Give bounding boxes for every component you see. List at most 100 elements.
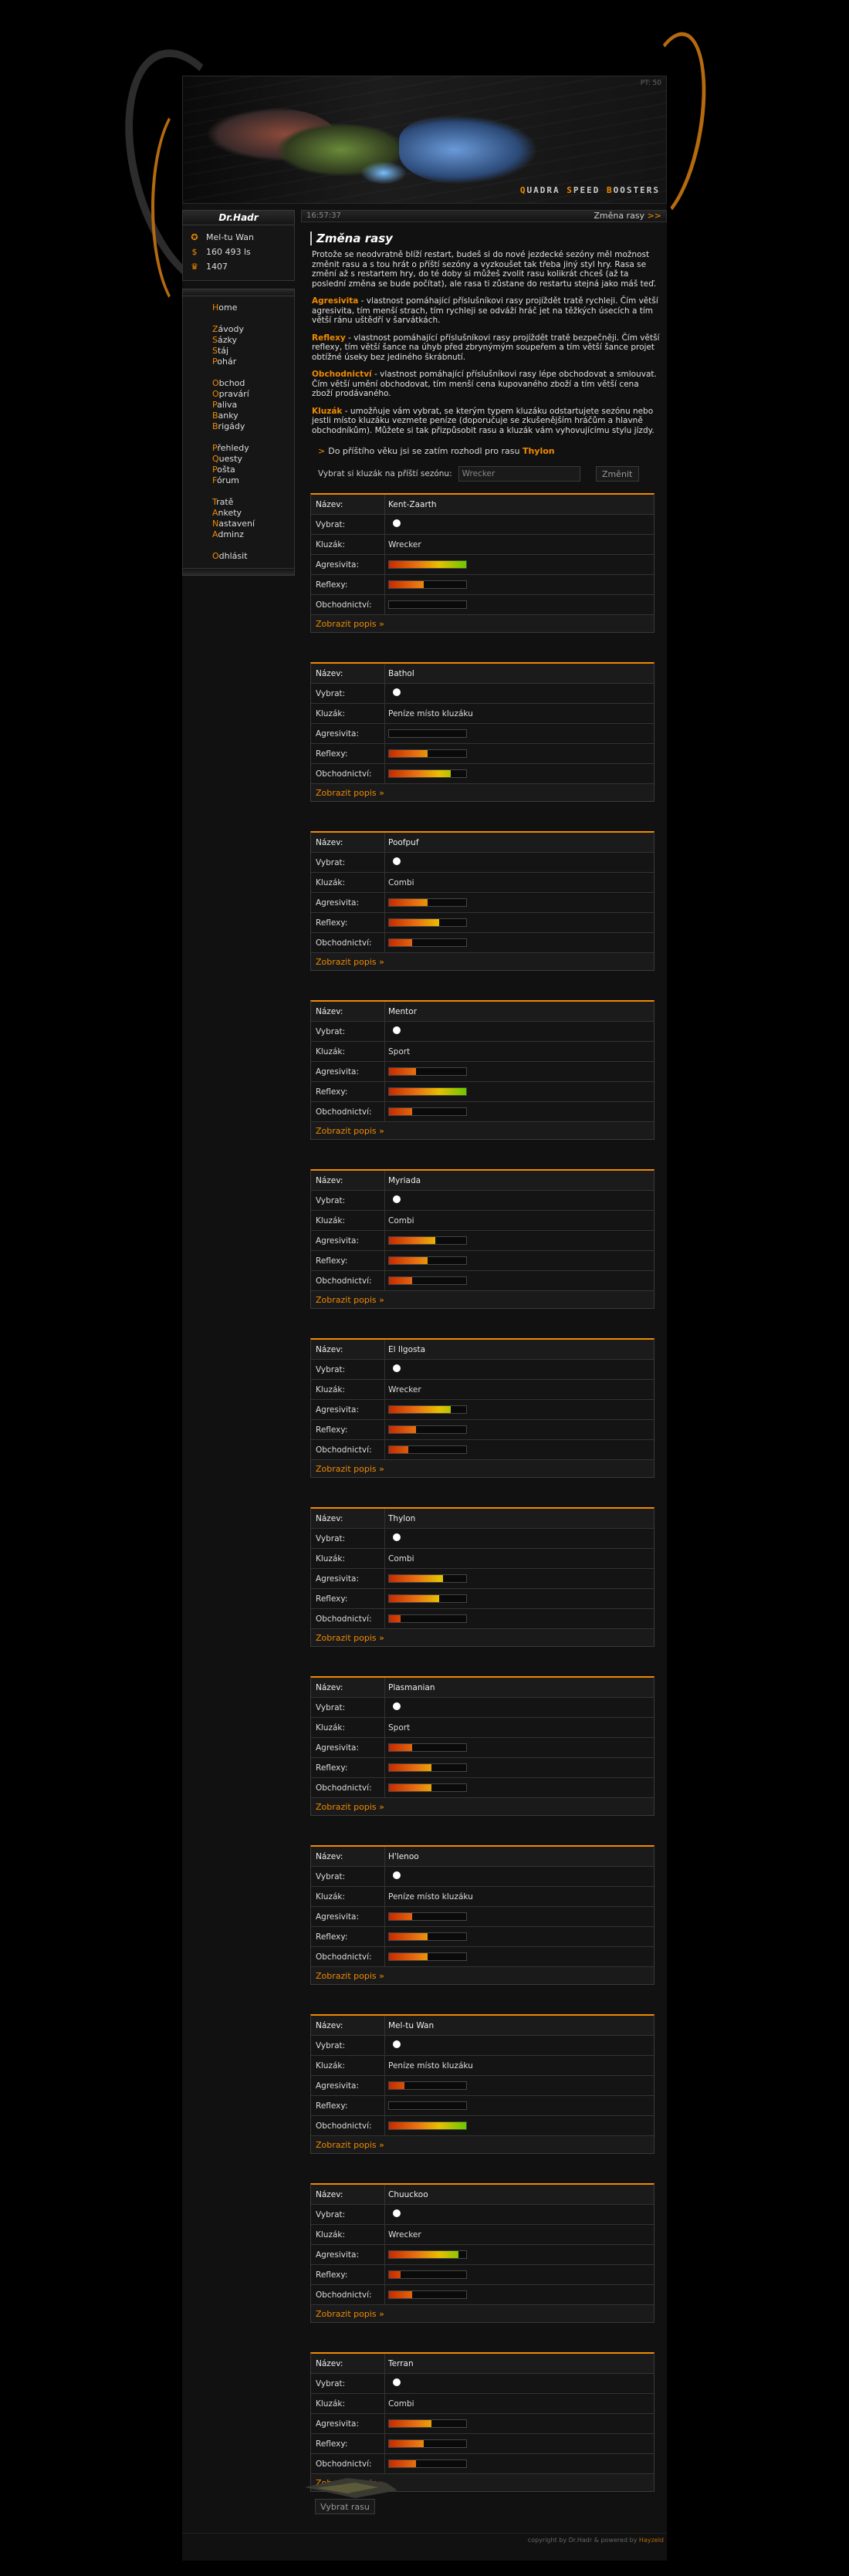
stat-bar <box>388 2081 467 2090</box>
race-radio[interactable] <box>393 2378 401 2386</box>
stat-bar <box>388 560 467 569</box>
nav-item[interactable]: Adminz <box>212 529 244 539</box>
stat-bar-fill <box>389 2251 458 2258</box>
show-description-link[interactable]: Zobrazit popis » <box>316 788 384 798</box>
race-row: Kluzák: Wrecker <box>311 535 654 555</box>
race-row: Agresivita: <box>311 1569 654 1589</box>
show-description-link[interactable]: Zobrazit popis » <box>316 2309 384 2319</box>
race-name: Bathol <box>388 668 414 678</box>
stat-bar <box>388 2290 467 2299</box>
race-row: Agresivita: <box>311 724 654 744</box>
show-description-link[interactable]: Zobrazit popis » <box>316 1126 384 1136</box>
show-description-link[interactable]: Zobrazit popis » <box>316 1802 384 1812</box>
nav-item[interactable]: Home <box>212 303 238 313</box>
stat-bar <box>388 918 467 927</box>
show-description-link[interactable]: Zobrazit popis » <box>316 1464 384 1474</box>
nav-item[interactable]: Banky <box>212 411 238 421</box>
glider-input[interactable] <box>458 466 580 482</box>
race-row: Reflexy: <box>311 1927 654 1947</box>
nav-item[interactable]: Pohár <box>212 357 237 367</box>
race-radio[interactable] <box>393 857 401 865</box>
race-glider: Peníze místo kluzáku <box>388 2060 473 2071</box>
show-description-link[interactable]: Zobrazit popis » <box>316 957 384 967</box>
select-race-button[interactable]: Vybrat rasu <box>315 2499 375 2514</box>
stat-bar-fill <box>389 2271 401 2278</box>
race-radio[interactable] <box>393 1195 401 1203</box>
race-row: Agresivita: <box>311 1062 654 1082</box>
nav-item[interactable]: Odhlásit <box>212 551 248 561</box>
stat-bar <box>388 2439 467 2448</box>
race-radio[interactable] <box>393 1533 401 1541</box>
nav-item[interactable]: Závody <box>212 324 245 334</box>
race-radio[interactable] <box>393 1702 401 1710</box>
race-row: Agresivita: <box>311 1907 654 1927</box>
race-row: Obchodnictví: <box>311 764 654 784</box>
stat-bar <box>388 1087 467 1096</box>
race-radio[interactable] <box>393 2209 401 2217</box>
race-row: Obchodnictví: <box>311 1609 654 1629</box>
nav-item[interactable]: Brigády <box>212 421 245 431</box>
change-glider-button[interactable]: Změnit <box>595 466 639 482</box>
race-row: Kluzák: Combi <box>311 873 654 893</box>
nav-item[interactable]: Paliva <box>212 400 238 410</box>
stat-bar-fill <box>389 2440 424 2447</box>
race-row: Agresivita: <box>311 2245 654 2265</box>
nav-item[interactable]: Stáj <box>212 346 229 356</box>
nav-item[interactable]: Nastavení <box>212 519 255 529</box>
stat-bar <box>388 600 467 609</box>
nav-item[interactable]: Opravárí <box>212 389 249 399</box>
stat-bar <box>388 1445 467 1454</box>
race-glider: Combi <box>388 1553 414 1564</box>
race-radio[interactable] <box>393 1871 401 1879</box>
race-name: Mel-tu Wan <box>388 2020 435 2030</box>
sidebar: Dr.Hadr ✪ Mel-tu Wan $160 493 ls ♛ 1407 Ho… <box>182 210 295 576</box>
race-row: Vybrat: <box>311 2374 654 2394</box>
show-description-link[interactable]: Zobrazit popis » <box>316 1295 384 1305</box>
stat-bar <box>388 749 467 758</box>
show-description-link[interactable]: Zobrazit popis » <box>316 2140 384 2150</box>
race-row: Reflexy: <box>311 1758 654 1778</box>
stat-bar-fill <box>389 1068 416 1075</box>
race-glider: Sport <box>388 1046 411 1056</box>
nav-item[interactable]: Ankety <box>212 508 242 518</box>
race-row: Reflexy: <box>311 2265 654 2285</box>
race-row: Obchodnictví: <box>311 2285 654 2305</box>
race-name: Poofpuf <box>388 837 419 847</box>
stat-bar-fill <box>389 1784 431 1791</box>
nav-item[interactable]: Sázky <box>212 335 237 345</box>
stat-bar <box>388 1763 467 1772</box>
nav-item[interactable]: Fórum <box>212 475 239 485</box>
race-radio[interactable] <box>393 688 401 696</box>
nav-item[interactable]: Tratě <box>212 497 234 507</box>
race-row: Název: Terran <box>311 2354 654 2374</box>
race-radio[interactable] <box>393 1026 401 1034</box>
stat-bar-fill <box>389 1108 412 1115</box>
stat-bar <box>388 1236 467 1245</box>
race-row: Vybrat: <box>311 515 654 535</box>
race-row: Název: El Ilgosta <box>311 1340 654 1360</box>
stat-bar <box>388 1912 467 1921</box>
race-row: Reflexy: <box>311 1589 654 1609</box>
race-card: Název: Kent-Zaarth Vybrat: Kluzák: Wrecker Ag… <box>310 493 655 633</box>
nav-item[interactable]: Questy <box>212 454 242 464</box>
race-name: Myriada <box>388 1175 421 1185</box>
race-name: Thylon <box>388 1513 416 1523</box>
race-radio[interactable] <box>393 1364 401 1372</box>
race-row: Obchodnictví: <box>311 2454 654 2474</box>
show-description-link[interactable]: Zobrazit popis » <box>316 619 384 629</box>
nav-item[interactable]: Obchod <box>212 378 245 388</box>
show-description-link[interactable]: Zobrazit popis » <box>316 1971 384 1981</box>
race-radio[interactable] <box>393 519 401 527</box>
stat-bar-fill <box>389 561 466 568</box>
race-row: Název: Mel-tu Wan <box>311 2016 654 2036</box>
copyright: copyright by Dr.Hadr & powered by Hayzel… <box>527 2537 664 2544</box>
nav-item[interactable]: Přehledy <box>212 443 249 453</box>
race-radio[interactable] <box>393 2040 401 2048</box>
race-glider: Wrecker <box>388 2229 421 2240</box>
race-name: Plasmanian <box>388 1682 435 1692</box>
show-description-link[interactable]: Zobrazit popis » <box>316 1633 384 1643</box>
nav-item[interactable]: Pošta <box>212 465 235 475</box>
stat-bar <box>388 1932 467 1941</box>
intro-text: Protože se neodvratně blíží restart, bud… <box>312 250 660 435</box>
stat-bar-fill <box>389 1426 416 1433</box>
